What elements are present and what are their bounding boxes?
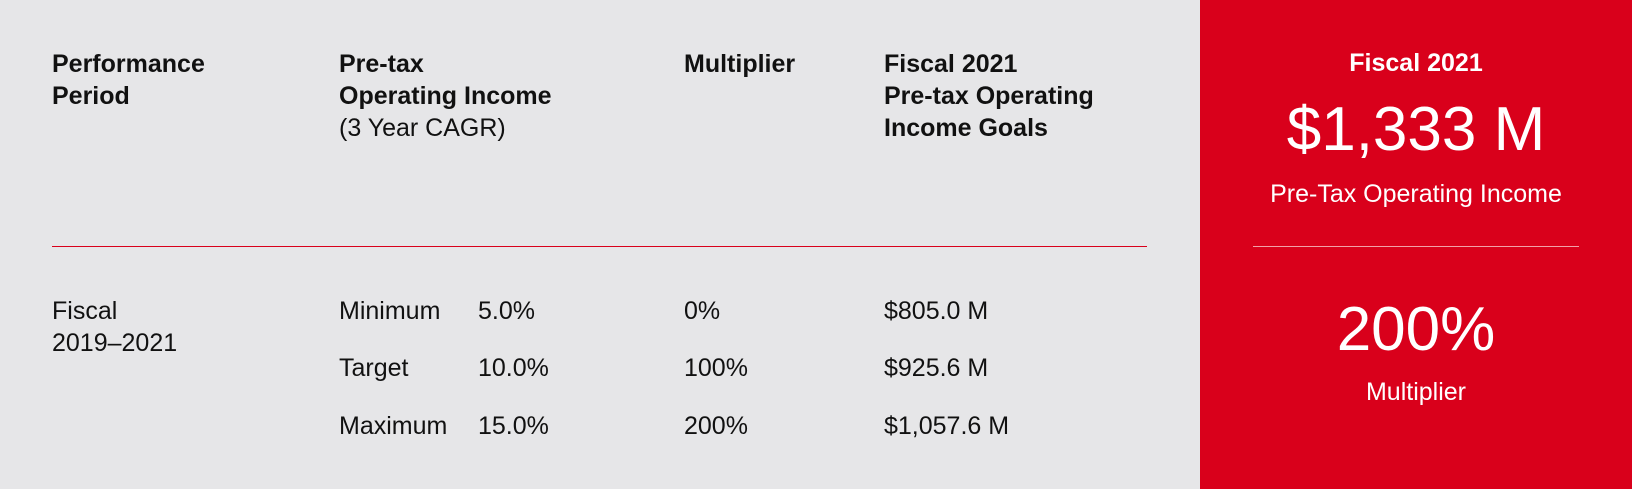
cell: $925.6 M — [884, 354, 989, 382]
cell: 200% — [684, 412, 748, 440]
header-note: (3 Year CAGR) — [339, 114, 506, 142]
summary-panel: Fiscal 2021 $1,333 M Pre-Tax Operating I… — [1200, 0, 1632, 489]
header: Pre-tax Operating Income (3 Year CAGR) — [339, 48, 552, 144]
header-line: Performance — [52, 50, 205, 78]
summary-title: Fiscal 2021 — [1349, 49, 1483, 77]
cell: 100% — [684, 354, 748, 382]
header-line: Pre-tax — [339, 50, 424, 78]
summary-income: $1,333 M — [1286, 95, 1546, 164]
header: Multiplier — [684, 48, 795, 80]
summary-income-label: Pre-Tax Operating Income — [1270, 180, 1562, 208]
divider — [52, 246, 1147, 247]
divider — [1253, 246, 1579, 247]
cell: 15.0% — [478, 412, 549, 440]
period-line: 2019–2021 — [52, 329, 178, 357]
cell: Minimum — [339, 297, 441, 325]
summary-multiplier-label: Multiplier — [1365, 378, 1467, 406]
header-line: Period — [52, 82, 130, 110]
header-line: Pre-tax Operating — [884, 82, 1094, 110]
summary-multiplier: 200% — [1336, 295, 1496, 364]
cell: 5.0% — [478, 297, 535, 325]
cell: $1,057.6 M — [884, 412, 1010, 440]
header-line: Multiplier — [684, 50, 796, 78]
cell: Target — [339, 354, 409, 382]
cell: 0% — [684, 297, 721, 325]
cell: 10.0% — [478, 354, 549, 382]
header-line: Income Goals — [884, 114, 1048, 142]
cell: Maximum — [339, 412, 448, 440]
cell: $805.0 M — [884, 297, 989, 325]
header-line: Fiscal 2021 — [884, 50, 1018, 78]
header-line: Operating Income — [339, 82, 552, 110]
header: Performance Period — [52, 48, 205, 112]
period: Fiscal 2019–2021 — [52, 295, 177, 359]
period-line: Fiscal — [52, 297, 118, 325]
header: Fiscal 2021 Pre-tax Operating Income Goa… — [884, 48, 1094, 144]
